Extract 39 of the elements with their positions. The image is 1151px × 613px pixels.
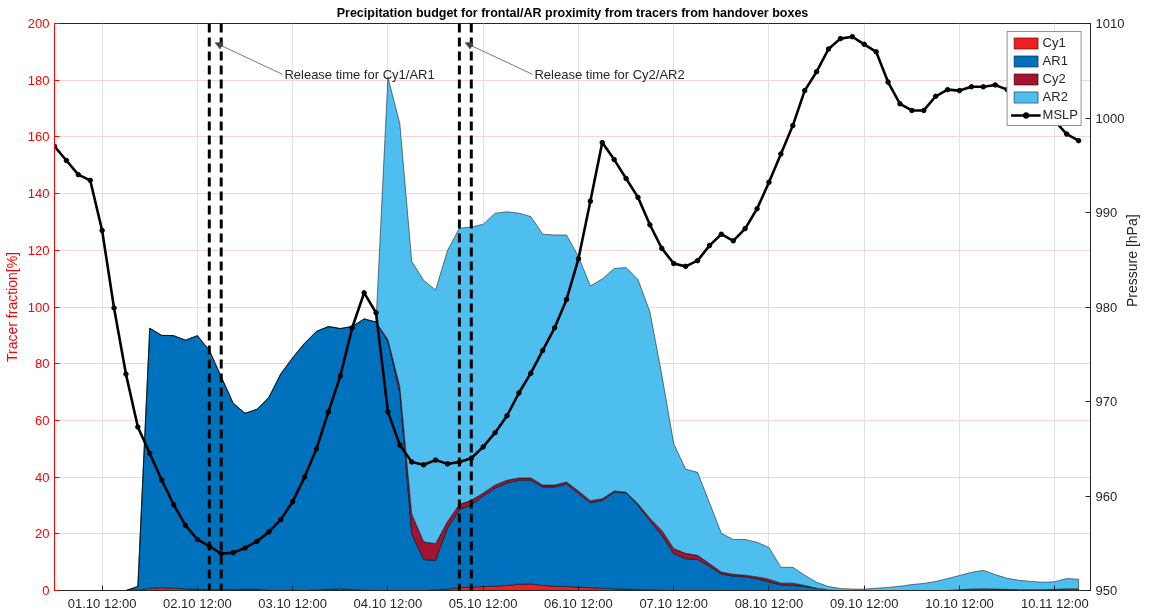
y2-tick-label: 950 <box>1095 583 1118 598</box>
x-tick-label: 06.10 12:00 <box>544 595 613 611</box>
y-tick-label: 140 <box>27 186 50 202</box>
y-tick-label: 180 <box>27 72 50 88</box>
y-tick-label: 0 <box>42 583 50 598</box>
x-tick-label: 10.11 12:00 <box>1020 595 1089 611</box>
y-tick-label: 200 <box>27 16 50 31</box>
y2-tick-label: 980 <box>1095 299 1118 315</box>
x-tick-label: 01.10 12:00 <box>67 595 137 611</box>
x-tick-label: 08.10 12:00 <box>734 595 804 611</box>
y-tick-label: 120 <box>27 242 50 258</box>
x-tick-label: 02.10 12:00 <box>163 595 232 611</box>
x-tick-label: 07.10 12:00 <box>639 595 709 611</box>
y2-tick-label: 1000 <box>1095 110 1125 126</box>
x-tick-label: 10.10 12:00 <box>925 595 994 611</box>
chart-title: Precipitation budget for frontal/AR proximity from tracers from handover boxes <box>336 6 809 20</box>
ref-line-label: Release time for Cy1/AR1 <box>284 66 435 82</box>
y-tick-label: 40 <box>35 469 50 485</box>
ref-line-label: Release time for Cy2/AR2 <box>534 66 685 82</box>
legend-label: MSLP <box>1042 107 1078 122</box>
y2-tick-label: 1010 <box>1095 16 1125 31</box>
x-tick-label: 09.10 12:00 <box>829 595 899 611</box>
y-axis-title: Tracer fraction[%] <box>3 252 20 362</box>
y-tick-label: 160 <box>27 129 50 145</box>
legend-label: Cy2 <box>1042 71 1066 86</box>
y2-tick-label: 960 <box>1095 488 1118 504</box>
y-tick-label: 20 <box>35 526 50 542</box>
legend-label: AR1 <box>1042 53 1068 68</box>
y-tick-label: 80 <box>35 356 50 372</box>
x-tick-label: 03.10 12:00 <box>258 595 328 611</box>
y-tick-label: 60 <box>35 412 50 428</box>
x-tick-label: 05.10 12:00 <box>448 595 518 611</box>
y-tick-label: 100 <box>27 299 50 315</box>
y2-tick-label: 970 <box>1095 394 1118 409</box>
y2-axis-title: Pressure [hPa] <box>1124 214 1141 307</box>
legend-label: AR2 <box>1042 89 1068 104</box>
x-tick-label: 04.10 12:00 <box>353 595 423 611</box>
y2-tick-label: 990 <box>1095 205 1118 220</box>
legend-label: Cy1 <box>1042 35 1066 50</box>
